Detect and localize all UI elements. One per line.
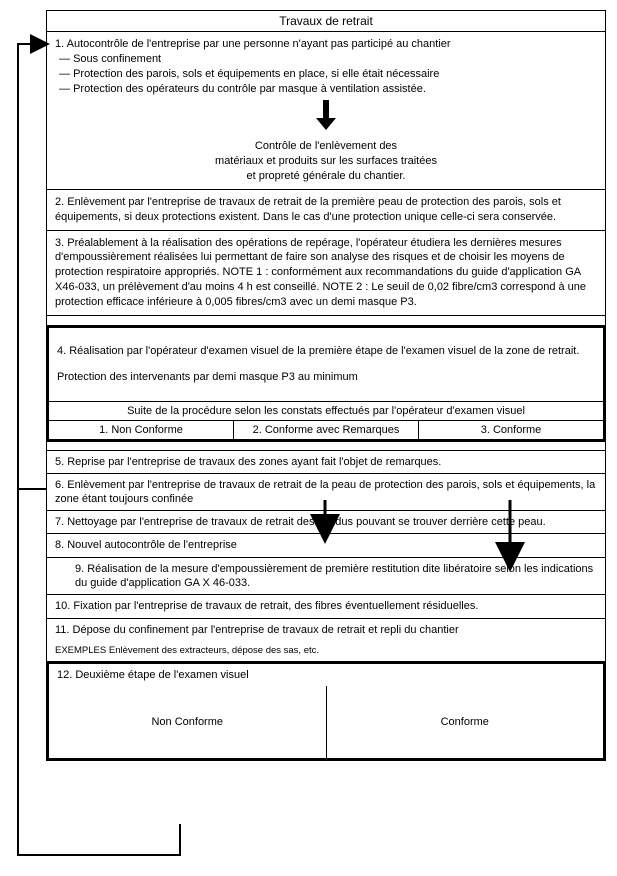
step-1-centered: Contrôle de l'enlèvement des — [55, 139, 597, 154]
step-3-text: 3. Préalablement à la réalisation des op… — [55, 236, 597, 310]
step-5-row: 5. Reprise par l'entreprise de travaux d… — [47, 451, 605, 474]
step-3: 3. Préalablement à la réalisation des op… — [47, 231, 605, 316]
step-5-text: 5. Reprise par l'entreprise de travaux d… — [47, 451, 605, 473]
option-conforme-remarques: 2. Conforme avec Remarques — [234, 421, 419, 439]
arrow-nonconforme-to-step1 — [18, 44, 46, 489]
option-conforme: 3. Conforme — [419, 421, 603, 439]
step-1-centered: matériaux et produits sur les surfaces t… — [55, 154, 597, 169]
step-1-item: Sous confinement — [55, 52, 597, 67]
step-11-examples: EXEMPLES Enlèvement des extracteurs, dép… — [47, 641, 605, 662]
step-4-options-row: 1. Non Conforme 2. Conforme avec Remarqu… — [49, 420, 603, 439]
step-9: 9. Réalisation de la mesure d'empoussièr… — [47, 558, 605, 596]
step-1-item: Protection des opérateurs du contrôle pa… — [55, 82, 597, 97]
step-12-conforme: Conforme — [327, 686, 604, 758]
step-1-heading: 1. Autocontrôle de l'entreprise par une … — [55, 37, 597, 52]
step-2: 2. Enlèvement par l'entreprise de travau… — [47, 190, 605, 231]
step-4-suite-header: Suite de la procédure selon les constats… — [49, 401, 603, 420]
step-1-item: Protection des parois, sols et équipemen… — [55, 67, 597, 82]
step-11: 11. Dépose du confinement par l'entrepri… — [47, 619, 605, 641]
step-1-centered: et propreté générale du chantier. — [55, 169, 597, 184]
option-non-conforme: 1. Non Conforme — [49, 421, 234, 439]
step-2-text: 2. Enlèvement par l'entreprise de travau… — [55, 195, 597, 225]
step-12-options: Non Conforme Conforme — [49, 686, 603, 758]
spacer-row — [47, 441, 605, 451]
step-8: 8. Nouvel autocontrôle de l'entreprise — [47, 534, 605, 557]
table-title: Travaux de retrait — [47, 11, 605, 32]
step-12-title: 12. Deuxième étape de l'examen visuel — [49, 664, 603, 686]
step-4-protection: Protection des intervenants par demi mas… — [57, 370, 595, 385]
step-4-text: 4. Réalisation par l'opérateur d'examen … — [57, 344, 595, 359]
step-4-box: 4. Réalisation par l'opérateur d'examen … — [46, 325, 606, 442]
step-10: 10. Fixation par l'entreprise de travaux… — [47, 595, 605, 618]
step-12-box: 12. Deuxième étape de l'examen visuel No… — [46, 661, 606, 761]
step-1: 1. Autocontrôle de l'entreprise par une … — [47, 32, 605, 190]
step-7: 7. Nettoyage par l'entreprise de travaux… — [47, 511, 605, 534]
step-1-list: Sous confinement Protection des parois, … — [55, 52, 597, 97]
process-table: Travaux de retrait 1. Autocontrôle de l'… — [46, 10, 606, 761]
step-12-non-conforme: Non Conforme — [49, 686, 327, 758]
arrow-down-icon — [55, 100, 597, 135]
step-6: 6. Enlèvement par l'entreprise de travau… — [47, 474, 605, 512]
